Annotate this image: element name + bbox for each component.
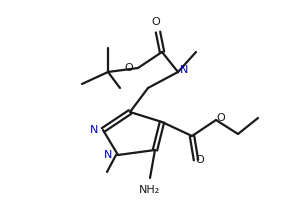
Text: O: O <box>124 63 133 73</box>
Text: O: O <box>217 113 225 123</box>
Text: O: O <box>152 17 160 27</box>
Text: NH₂: NH₂ <box>139 185 161 195</box>
Text: N: N <box>180 65 188 75</box>
Text: N: N <box>104 150 112 160</box>
Text: N: N <box>90 125 98 135</box>
Text: O: O <box>196 155 204 165</box>
